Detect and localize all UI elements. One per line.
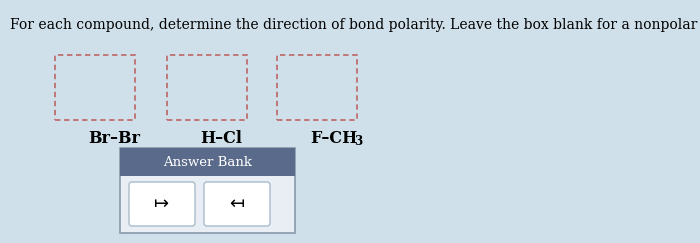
Bar (120, 148, 295, 233)
Bar (55, 55, 135, 120)
Text: For each compound, determine the direction of bond polarity. Leave the box blank: For each compound, determine the directi… (10, 18, 700, 32)
Text: Answer Bank: Answer Bank (163, 156, 252, 168)
Text: 3: 3 (354, 135, 363, 148)
Text: Br–Br: Br–Br (88, 130, 140, 147)
Bar (277, 55, 357, 120)
Text: ↤: ↤ (230, 195, 244, 213)
Bar (167, 55, 247, 120)
Bar (120, 148, 295, 176)
Text: ↦: ↦ (155, 195, 169, 213)
FancyBboxPatch shape (204, 182, 270, 226)
Text: H–Cl: H–Cl (200, 130, 242, 147)
FancyBboxPatch shape (129, 182, 195, 226)
Text: F–CH: F–CH (310, 130, 357, 147)
